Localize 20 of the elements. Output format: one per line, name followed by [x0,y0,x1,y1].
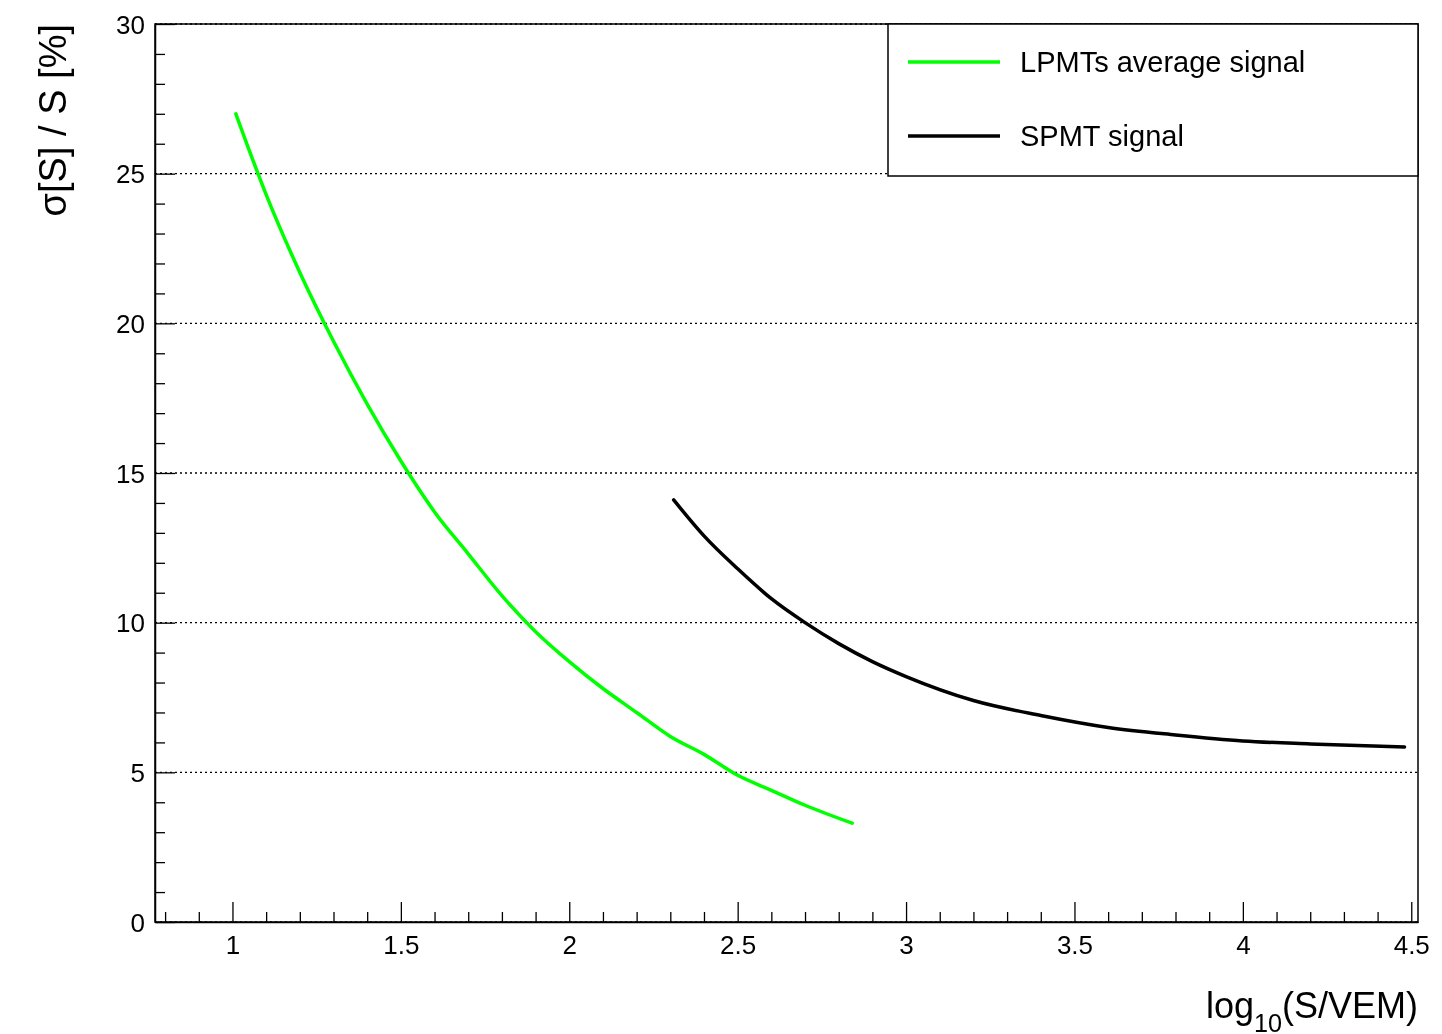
x-tick-label: 4 [1236,930,1251,961]
y-axis-title: σ[S] / S [%] [32,24,74,217]
x-tick-label: 3 [899,930,914,961]
y-tick-label: 10 [116,608,145,639]
x-axis-title: log$_{10}$(S/VEM) [1205,985,1418,1034]
y-tick-label: 0 [130,907,145,938]
y-tick-label: 15 [116,458,145,489]
x-tick-label: 2.5 [720,930,757,961]
line-series [234,112,854,825]
y-tick-label: 25 [116,159,145,190]
x-tick-label: 3.5 [1056,930,1094,961]
x-tick-label: 1.5 [383,930,420,961]
y-tick-label: 30 [116,9,145,40]
x-tick-label: 4.5 [1393,930,1430,961]
y-tick-label: 20 [116,308,145,339]
x-tick-label: 1 [225,930,241,961]
legend-label: LPMTs average signal [1020,46,1306,78]
x-tick-label: 2 [562,930,577,961]
legend-label: SPMT signal [1020,120,1184,152]
y-tick-label: 5 [130,757,145,788]
